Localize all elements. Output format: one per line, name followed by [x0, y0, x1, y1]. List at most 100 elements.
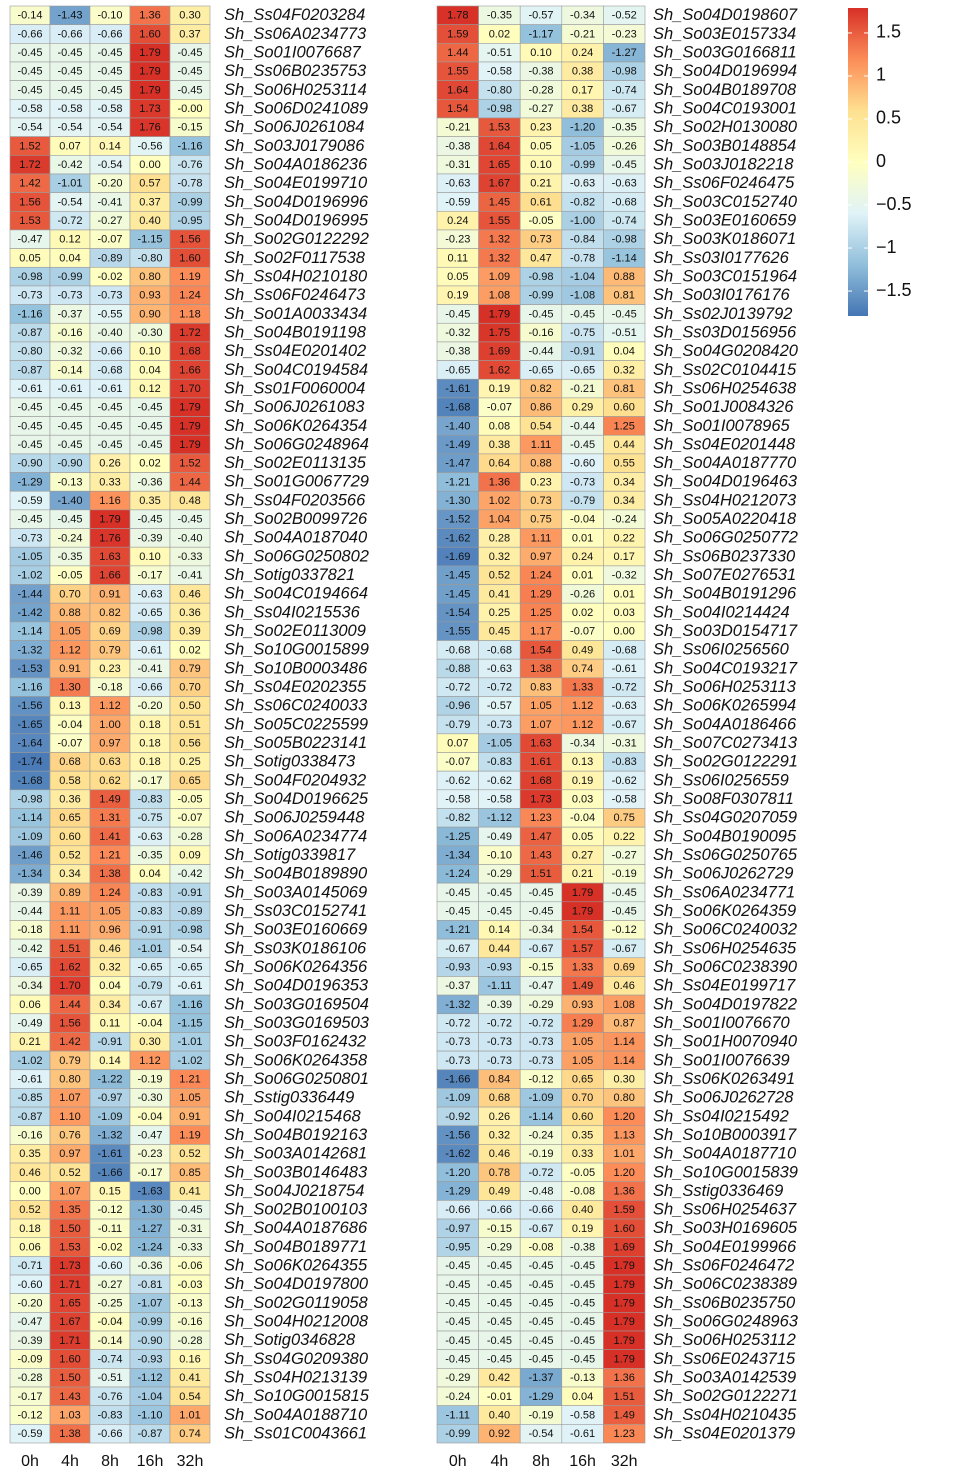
cell-value-label: -0.24 [57, 532, 82, 544]
cell-value-label: 0.73 [530, 495, 551, 507]
cell-value-label: 0.05 [572, 831, 593, 843]
row-label: Sh_So03A0142539 [653, 1369, 796, 1387]
cell-value-label: -1.24 [137, 1241, 162, 1253]
cell-value-label: 1.63 [530, 738, 551, 750]
cell-value-label: 0.16 [179, 1353, 200, 1365]
cell-value-label: -0.45 [177, 47, 202, 59]
row-label: Sh_Ss04E0199717 [653, 977, 796, 995]
cell-value-label: 0.40 [572, 1204, 593, 1216]
cell-value-label: -0.45 [57, 420, 82, 432]
row-label: Sh_Ss04F0203566 [224, 491, 366, 509]
cell-value-label: -0.67 [612, 719, 637, 731]
cell-value-label: 0.13 [572, 756, 593, 768]
row-label: Sh_So03B0148854 [653, 137, 796, 155]
cell-value-label: -0.72 [528, 1018, 553, 1030]
cell-value-label: -0.66 [57, 28, 82, 40]
heatmap-panel: 1.78 -0.35 -0.57 -0.34 -0.52 Sh_So04D0198607 1… [436, 5, 799, 1470]
cell-value-label: 0.19 [447, 290, 468, 302]
cell-value-label: -1.21 [445, 476, 470, 488]
cell-value-label: -0.62 [445, 775, 470, 787]
cell-value-label: -0.45 [487, 887, 512, 899]
cell-value-label: -0.16 [57, 327, 82, 339]
cell-value-label: 1.36 [139, 10, 160, 22]
row-label: Sh_So06D0241089 [224, 100, 368, 118]
cell-value-label: -0.35 [612, 122, 637, 134]
cell-value-label: -0.34 [570, 738, 595, 750]
row-label: Sh_So06G0248963 [653, 1313, 799, 1331]
cell-value-label: 1.70 [179, 383, 200, 395]
row-label: Sh_So06K0265994 [653, 697, 796, 715]
cell-value-label: -0.45 [445, 1335, 470, 1347]
row-label: Sh_So02B0100103 [224, 1201, 368, 1219]
cell-value-label: -0.36 [137, 1260, 162, 1272]
cell-value-label: -0.83 [612, 756, 637, 768]
cell-value-label: 1.79 [99, 514, 120, 526]
cell-value-label: -0.71 [17, 1260, 42, 1272]
cell-value-label: -0.05 [570, 1167, 595, 1179]
cell-value-label: -1.62 [445, 532, 470, 544]
cell-value-label: 1.61 [530, 756, 551, 768]
cell-value-label: 1.42 [19, 178, 40, 190]
cell-value-label: -0.04 [97, 1316, 122, 1328]
cell-value-label: -1.43 [57, 10, 82, 22]
cell-value-label: -0.87 [17, 327, 42, 339]
cell-value-label: -0.33 [177, 551, 202, 563]
cell-value-label: 0.76 [59, 1129, 80, 1141]
row-label: Sh_Ss04E0202355 [224, 678, 367, 696]
row-label: Sh_So04C0194584 [224, 361, 368, 379]
cell-value-label: -0.66 [528, 1204, 553, 1216]
cell-value-label: 0.10 [139, 346, 160, 358]
cell-value-label: -0.89 [97, 252, 122, 264]
cell-value-label: -0.87 [17, 1111, 42, 1123]
cell-value-label: 0.14 [489, 924, 510, 936]
row-label: Sh_So04D0197822 [653, 995, 797, 1013]
cell-value-label: -0.12 [528, 1073, 553, 1085]
cell-value-label: -0.61 [137, 644, 162, 656]
cell-value-label: -1.64 [17, 738, 42, 750]
row-label: Sh_So06G0248964 [224, 435, 369, 453]
cell-value-label: -0.65 [528, 364, 553, 376]
cell-value-label: -0.45 [487, 1279, 512, 1291]
cell-value-label: -0.45 [97, 439, 122, 451]
cell-value-label: 1.79 [139, 84, 160, 96]
cell-value-label: 1.72 [19, 159, 40, 171]
row-label: Sh_So02F0117538 [224, 249, 366, 267]
cell-value-label: 1.12 [572, 700, 593, 712]
cell-value-label: 1.16 [99, 495, 120, 507]
cell-value-label: 0.01 [572, 532, 593, 544]
cell-value-label: 1.67 [489, 178, 510, 190]
cell-value-label: -0.67 [528, 1223, 553, 1235]
cell-value-label: 0.21 [572, 868, 593, 880]
row-label: Sh_So10B0003486 [224, 659, 368, 677]
cell-value-label: -1.68 [17, 775, 42, 787]
row-label: Sh_So06G0250772 [653, 529, 798, 547]
cell-value-label: -0.93 [487, 962, 512, 974]
colorbar-tick-label: −1.5 [876, 280, 912, 300]
cell-value-label: 0.52 [59, 850, 80, 862]
cell-value-label: -0.11 [98, 1223, 122, 1235]
row-label: Sh_So03G0169503 [224, 1014, 370, 1032]
cell-value-label: 0.10 [139, 551, 160, 563]
cell-value-label: -0.72 [57, 215, 82, 227]
row-label: Sh_Ss04G0207059 [653, 809, 797, 827]
row-label: Sh_So04B0189771 [224, 1238, 367, 1256]
cell-value-label: 0.44 [489, 943, 510, 955]
cell-value-label: 1.62 [59, 962, 80, 974]
row-label: Sh_So06A0234774 [224, 827, 367, 845]
row-label: Sh_So03E0160669 [224, 921, 367, 939]
row-label: Sh_Sstig0336469 [653, 1182, 783, 1200]
cell-value-label: -1.34 [445, 850, 470, 862]
cell-value-label: -0.61 [17, 1073, 42, 1085]
cell-value-label: 0.41 [179, 1372, 200, 1384]
heatmap-cell [603, 1424, 646, 1444]
cell-value-label: -0.28 [177, 831, 202, 843]
cell-value-label: 1.18 [179, 308, 200, 320]
cell-value-label: -0.27 [97, 215, 122, 227]
cell-value-label: -0.96 [445, 700, 470, 712]
cell-value-label: -0.65 [177, 962, 202, 974]
cell-value-label: -0.99 [137, 1316, 162, 1328]
cell-value-label: -0.18 [97, 682, 122, 694]
cell-value-label: -0.45 [570, 1353, 595, 1365]
cell-value-label: -0.29 [487, 1241, 512, 1253]
cell-value-label: -0.20 [137, 700, 162, 712]
